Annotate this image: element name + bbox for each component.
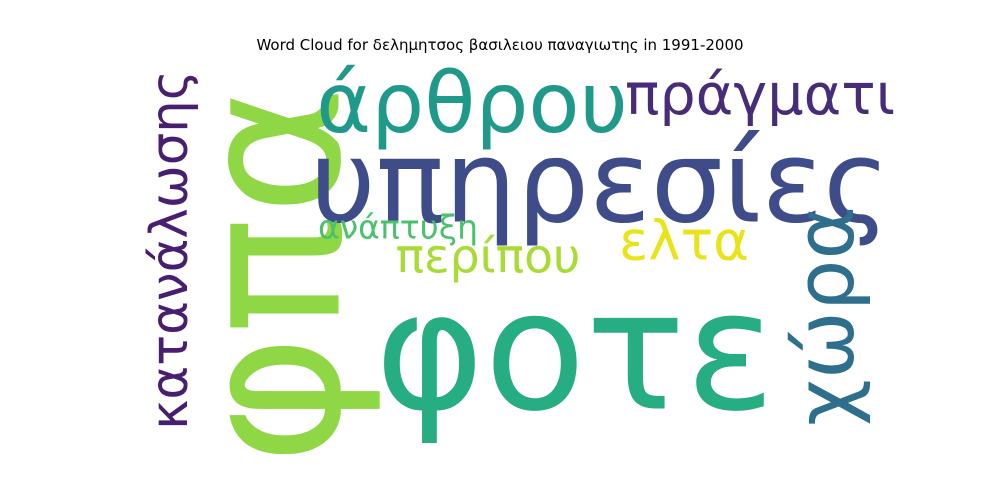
word-cloud-word: πράγματι <box>625 62 895 128</box>
word-cloud-word: ελτα <box>619 210 749 273</box>
chart-title: Word Cloud for δελημητσος βασιλειου πανα… <box>256 36 744 54</box>
word-cloud-word: περίπου <box>396 230 581 285</box>
word-cloud-word: κατανάλωσης <box>140 70 200 430</box>
word-cloud-word: ανάπτυξη <box>318 208 478 247</box>
word-cloud-word: άρθρου <box>316 54 628 152</box>
word-cloud-word: χώρα <box>779 206 873 426</box>
word-cloud-word: φπα <box>155 85 386 465</box>
word-cloud-word: υπηρεσίες <box>310 116 890 249</box>
word-cloud-word: φοτε <box>375 256 775 449</box>
